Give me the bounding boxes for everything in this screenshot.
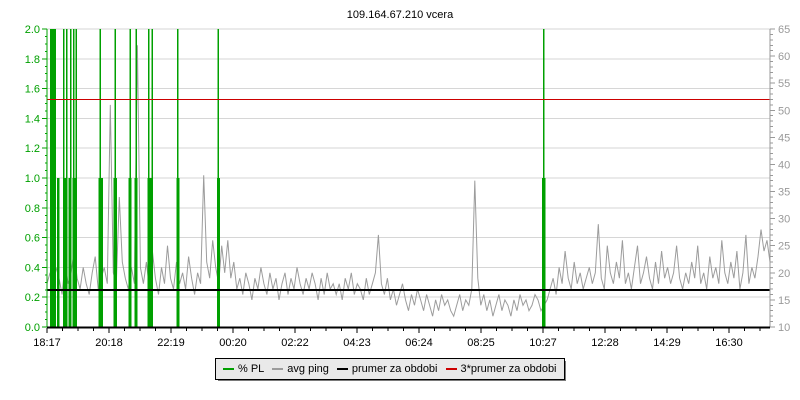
legend-swatch-pl: [223, 368, 234, 370]
svg-text:06:24: 06:24: [405, 337, 433, 349]
svg-text:0.0: 0.0: [25, 322, 40, 334]
svg-text:10: 10: [778, 322, 790, 334]
svg-text:10:27: 10:27: [529, 337, 557, 349]
svg-text:65: 65: [778, 24, 790, 36]
chart-title: 109.164.67.210 vcera: [346, 9, 454, 21]
legend-label-mean: prumer za obdobi: [351, 363, 438, 375]
legend-item-mean3: 3*prumer za obdobi: [445, 363, 557, 375]
svg-text:60: 60: [778, 51, 790, 63]
svg-text:02:22: 02:22: [281, 337, 309, 349]
svg-text:20:18: 20:18: [95, 337, 123, 349]
svg-text:16:30: 16:30: [715, 337, 743, 349]
svg-text:40: 40: [778, 159, 790, 171]
svg-text:1.4: 1.4: [25, 113, 40, 125]
legend-label-avg-ping: avg ping: [287, 363, 329, 375]
svg-text:35: 35: [778, 187, 790, 199]
legend-swatch-mean: [336, 368, 348, 370]
svg-text:00:20: 00:20: [219, 337, 247, 349]
svg-text:1.2: 1.2: [25, 143, 40, 155]
packet-loss-bars: [50, 29, 546, 327]
legend-label-mean3: 3*prumer za obdobi: [460, 363, 557, 375]
svg-text:04:23: 04:23: [343, 337, 371, 349]
legend-swatch-avg-ping: [272, 368, 284, 370]
svg-text:12:28: 12:28: [591, 337, 619, 349]
legend-swatch-mean3: [445, 368, 457, 370]
time-axis: 18:17 20:18 22:19 00:20 02:22 04:23 06:24 08:25…: [33, 326, 770, 349]
svg-text:30: 30: [778, 214, 790, 226]
gridlines: [47, 28, 770, 298]
svg-text:2.0: 2.0: [25, 24, 40, 36]
left-axis: 2.0 1.8 1.6 1.4 1.2 1.0 0.8 0.6 0.4 0.2 0.0: [25, 24, 48, 334]
svg-text:15: 15: [778, 295, 790, 307]
legend-item-mean: prumer za obdobi: [336, 363, 438, 375]
svg-text:45: 45: [778, 132, 790, 144]
right-axis: 65 60 55 50 45 40 35 30 25 20 15 10: [769, 24, 790, 334]
chart-legend: % PL avg ping prumer za obdobi 3*prumer …: [215, 358, 565, 380]
svg-text:0.4: 0.4: [25, 262, 40, 274]
svg-text:18:17: 18:17: [33, 337, 61, 349]
legend-item-pl: % PL: [223, 363, 264, 375]
svg-text:14:29: 14:29: [653, 337, 681, 349]
svg-text:1.6: 1.6: [25, 84, 40, 96]
svg-text:25: 25: [778, 241, 790, 253]
legend-label-pl: % PL: [238, 363, 265, 375]
svg-text:20: 20: [778, 268, 790, 280]
svg-text:22:19: 22:19: [157, 337, 185, 349]
svg-text:1.0: 1.0: [25, 173, 40, 185]
svg-text:0.8: 0.8: [25, 203, 40, 215]
svg-text:08:25: 08:25: [467, 337, 495, 349]
avg-ping-line: [46, 45, 771, 318]
svg-text:55: 55: [778, 78, 790, 90]
legend-item-avg-ping: avg ping: [272, 363, 329, 375]
svg-text:1.8: 1.8: [25, 54, 40, 66]
svg-text:0.6: 0.6: [25, 233, 40, 245]
svg-text:0.2: 0.2: [25, 292, 40, 304]
svg-text:50: 50: [778, 105, 790, 117]
